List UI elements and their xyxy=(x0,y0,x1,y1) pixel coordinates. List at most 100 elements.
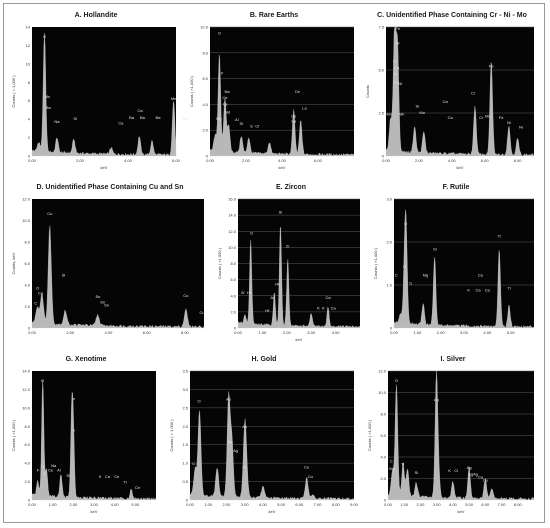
x-tick-label: 6.00 xyxy=(481,158,490,163)
peak-label: Ce xyxy=(48,467,54,472)
x-tick-label: 6.00 xyxy=(314,158,323,163)
y-tick-label: 2 xyxy=(28,135,31,140)
x-tick-label: 4.00 xyxy=(449,502,458,507)
peak-label: Ag xyxy=(473,471,478,476)
peak-label: O xyxy=(36,285,39,290)
x-tick-label: 2.00 xyxy=(76,158,85,163)
peak-label: La xyxy=(291,118,296,123)
peak-label: F xyxy=(221,71,224,76)
y-tick-label: 8.0 xyxy=(380,412,386,417)
peak-label: C xyxy=(395,272,398,277)
x-tick-label: 4.00 xyxy=(259,502,268,507)
peak-label: Sn xyxy=(95,294,100,299)
peak-label: Ti xyxy=(401,462,404,467)
peak-label: Ca xyxy=(443,99,449,104)
peak-label: Si xyxy=(240,121,244,126)
peak-label: C xyxy=(34,300,37,305)
peak-label: Al xyxy=(270,295,274,300)
y-axis-label: Counts ( × 1,000 ) xyxy=(169,419,174,452)
spectrum-rutile: 0 1.0 2.0 3.0 0.00 1.00 2.00 3.00 4.00 5.00 Counts… xyxy=(373,197,535,335)
x-axis-label: keV xyxy=(269,509,276,514)
spectrum-area xyxy=(385,26,535,157)
peak-label: Al xyxy=(57,467,61,472)
peak-label: Cr xyxy=(393,58,398,63)
x-tick-label: 2.00 xyxy=(437,330,446,335)
peak-label: Ni xyxy=(507,120,511,125)
peak-label: Cu xyxy=(304,465,309,470)
plot-background xyxy=(32,371,156,500)
y-tick-label: 2.0 xyxy=(386,240,392,245)
peak-label: Ni xyxy=(398,81,402,86)
peak-label: Si xyxy=(62,272,66,277)
peak-label: O xyxy=(404,221,407,226)
peak-label: Mn xyxy=(399,112,405,117)
spectrum-area xyxy=(189,391,355,501)
y-tick-label: 4 xyxy=(28,117,31,122)
peak-label: Fe xyxy=(242,465,247,470)
y-tick-label: 8.0 xyxy=(24,424,30,429)
y-tick-label: 4.0 xyxy=(230,293,236,298)
peak-label: Mn xyxy=(183,116,189,121)
x-tick-label: 2.00 xyxy=(415,158,424,163)
peak-label: Ca xyxy=(478,272,484,277)
x-tick-label: 2.00 xyxy=(242,158,251,163)
y-tick-label: 0 xyxy=(28,498,31,503)
peak-label: Nd xyxy=(225,109,230,114)
peak-label: Si xyxy=(414,470,418,475)
peak-label: Mg xyxy=(389,466,395,471)
panel-cr-ni-mo: C. Unidentified Phase Containing Cr - Ni… xyxy=(364,12,540,172)
peak-label: Ba xyxy=(129,115,135,120)
peak-label: Mg xyxy=(216,116,222,121)
y-tick-label: 0 xyxy=(384,498,387,503)
x-tick-label: 5.00 xyxy=(507,330,516,335)
x-tick-label: 2.00 xyxy=(283,330,292,335)
x-tick-label: 8.00 xyxy=(332,502,341,507)
x-tick-label: 0.00 xyxy=(206,158,215,163)
peak-label: Au xyxy=(242,424,247,429)
spectrum-xenotime: 0 2.0 4.0 6.0 8.0 10.0 12.0 14.0 0.00 1.00 2.00 3.0… xyxy=(11,369,157,514)
panel-title: D. Unidentified Phase Containing Cu and … xyxy=(36,184,184,191)
y-tick-label: 8.0 xyxy=(230,261,236,266)
y-tick-label: 8 xyxy=(28,80,31,85)
y-tick-label: 10.0 xyxy=(22,218,31,223)
peak-label: Ca xyxy=(105,474,111,479)
y-tick-label: 12.0 xyxy=(22,197,31,202)
spectrum-area xyxy=(31,33,177,157)
x-tick-label: 8.00 xyxy=(514,158,523,163)
peak-label: C xyxy=(390,458,393,463)
figure-frame: A. Hollandite 0 2 4 6 8 10 12 14 0.00 2.00 4.00 6.0… xyxy=(3,3,545,523)
peak-label: Cr xyxy=(394,79,399,84)
peak-label: Ca xyxy=(485,287,491,292)
x-tick-label: 4.00 xyxy=(278,158,287,163)
x-tick-label: 8.00 xyxy=(514,502,523,507)
panel-title: E. Zircon xyxy=(276,184,306,191)
y-tick-label: 2.0 xyxy=(24,304,30,309)
peak-label: K xyxy=(99,474,102,479)
x-axis-label: keV xyxy=(458,509,465,514)
peak-label: Fe xyxy=(499,115,504,120)
peak-label: Ca xyxy=(394,65,400,70)
peak-label: Si xyxy=(279,210,283,215)
peak-label: Mn xyxy=(171,96,177,101)
panel-title: H. Gold xyxy=(251,356,277,363)
plot-background xyxy=(386,27,534,156)
x-tick-label: 5.00 xyxy=(131,502,140,507)
peak-label: Cl xyxy=(454,468,458,473)
spectrum-silver: 0 2.0 4.0 6.0 8.0 10.0 12.0 0.00 1.00 2.00 3.00 4.0… xyxy=(367,369,535,514)
y-tick-label: 12.0 xyxy=(378,369,387,374)
x-tick-label: 0.00 xyxy=(234,330,243,335)
peak-label: Hf xyxy=(275,281,280,286)
x-tick-label: 2.00 xyxy=(223,502,232,507)
x-axis-label: keV xyxy=(101,165,108,170)
y-tick-label: 12 xyxy=(26,43,31,48)
x-tick-label: 0.00 xyxy=(28,502,37,507)
peak-label: K xyxy=(448,468,451,473)
x-axis-label: keV xyxy=(457,165,464,170)
y-tick-label: 0 xyxy=(382,154,385,159)
y-tick-label: 14.0 xyxy=(22,369,31,374)
x-tick-label: 3.00 xyxy=(90,502,99,507)
peak-label: Mn xyxy=(45,94,51,99)
spectrum-zircon: 0 2.0 4.0 6.0 8.0 10.0 12.0 14.0 16.0 0.00 1.00 2.0… xyxy=(217,197,361,342)
peak-label: Cu xyxy=(38,291,43,296)
spectrum-rare-earths: 0 2.0 4.0 6.0 8.0 10.0 0.00 2.00 4.00 6.00 keV Coun… xyxy=(189,25,355,170)
